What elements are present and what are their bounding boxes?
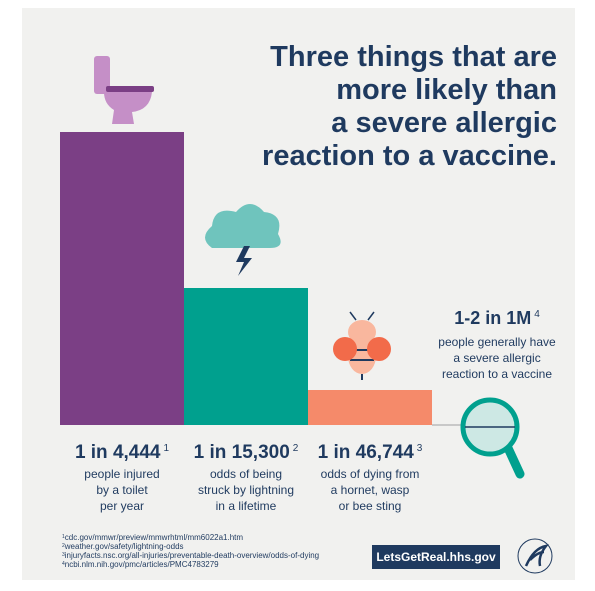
footnote: 1cdc.gov/mmwr/preview/mmwrhtml/mm6022a1.… <box>62 533 243 542</box>
footnote-ref: 4 <box>534 309 540 320</box>
footnote-text: cdc.gov/mmwr/preview/mmwrhtml/mm6022a1.h… <box>65 533 244 542</box>
odds-value: 1 in 4,444 <box>75 442 161 463</box>
odds-value: 1 in 15,300 <box>194 442 290 463</box>
odds: 1 in 15,300 2 <box>194 442 299 463</box>
footnote: 4ncbi.nlm.nih.gov/pmc/articles/PMC478327… <box>62 560 219 569</box>
footnote-number: 3 <box>62 552 65 558</box>
title-line: reaction to a vaccine. <box>262 140 557 172</box>
odds: 1 in 4,444 1 <box>75 442 170 463</box>
description: by a toilet <box>96 483 148 497</box>
description: reaction to a vaccine <box>442 367 552 381</box>
description: odds of dying from <box>321 467 420 481</box>
odds-value: 1-2 in 1M <box>454 308 531 328</box>
title-line: a severe allergic <box>331 107 557 139</box>
footnote: 3injuryfacts.nsc.org/all-injuries/preven… <box>62 551 319 560</box>
odds: 1-2 in 1M 4 <box>454 308 540 328</box>
hhs-logo <box>517 538 553 574</box>
description: per year <box>100 499 144 513</box>
description: people injured <box>84 467 159 481</box>
description: a severe allergic <box>453 351 540 365</box>
footnote-number: 2 <box>62 543 65 549</box>
description: people generally have <box>438 335 556 349</box>
title-line: more likely than <box>336 74 557 106</box>
footnote-ref: 1 <box>164 443 170 454</box>
items: 1 in 4,444 1 people injured by a toilet per … <box>75 308 556 513</box>
footnotes: 1cdc.gov/mmwr/preview/mmwrhtml/mm6022a1.… <box>62 533 319 569</box>
description: a hornet, wasp <box>331 483 410 497</box>
description: or bee sting <box>339 499 402 513</box>
footnote-number: 4 <box>62 561 65 567</box>
footnote-text: injuryfacts.nsc.org/all-injuries/prevent… <box>65 551 319 560</box>
magnifier-icon <box>460 397 525 479</box>
footnote-text: ncbi.nlm.nih.gov/pmc/articles/PMC4783279 <box>65 560 219 569</box>
bee-icon <box>333 311 391 380</box>
footnote-number: 1 <box>62 534 65 540</box>
footnote: 2weather.gov/safety/lightning-odds <box>62 542 184 551</box>
title-line: Three things that are <box>270 41 557 73</box>
cloud-icon <box>205 204 281 276</box>
footnote-ref: 2 <box>293 443 299 454</box>
odds-value: 1 in 46,744 <box>318 442 415 463</box>
lightning-bar <box>184 288 308 425</box>
url[interactable]: LetsGetReal.hhs.gov <box>376 550 496 564</box>
bee-bar <box>308 390 432 425</box>
description: struck by lightning <box>198 483 294 497</box>
toilet-icon <box>94 56 154 124</box>
footnote-ref: 3 <box>417 443 423 454</box>
description: odds of being <box>210 467 282 481</box>
footnote-text: weather.gov/safety/lightning-odds <box>64 542 184 551</box>
url-button[interactable] <box>372 545 500 569</box>
odds: 1 in 46,744 3 <box>318 442 423 463</box>
description: in a lifetime <box>216 499 277 513</box>
toilet-bar <box>60 132 184 425</box>
